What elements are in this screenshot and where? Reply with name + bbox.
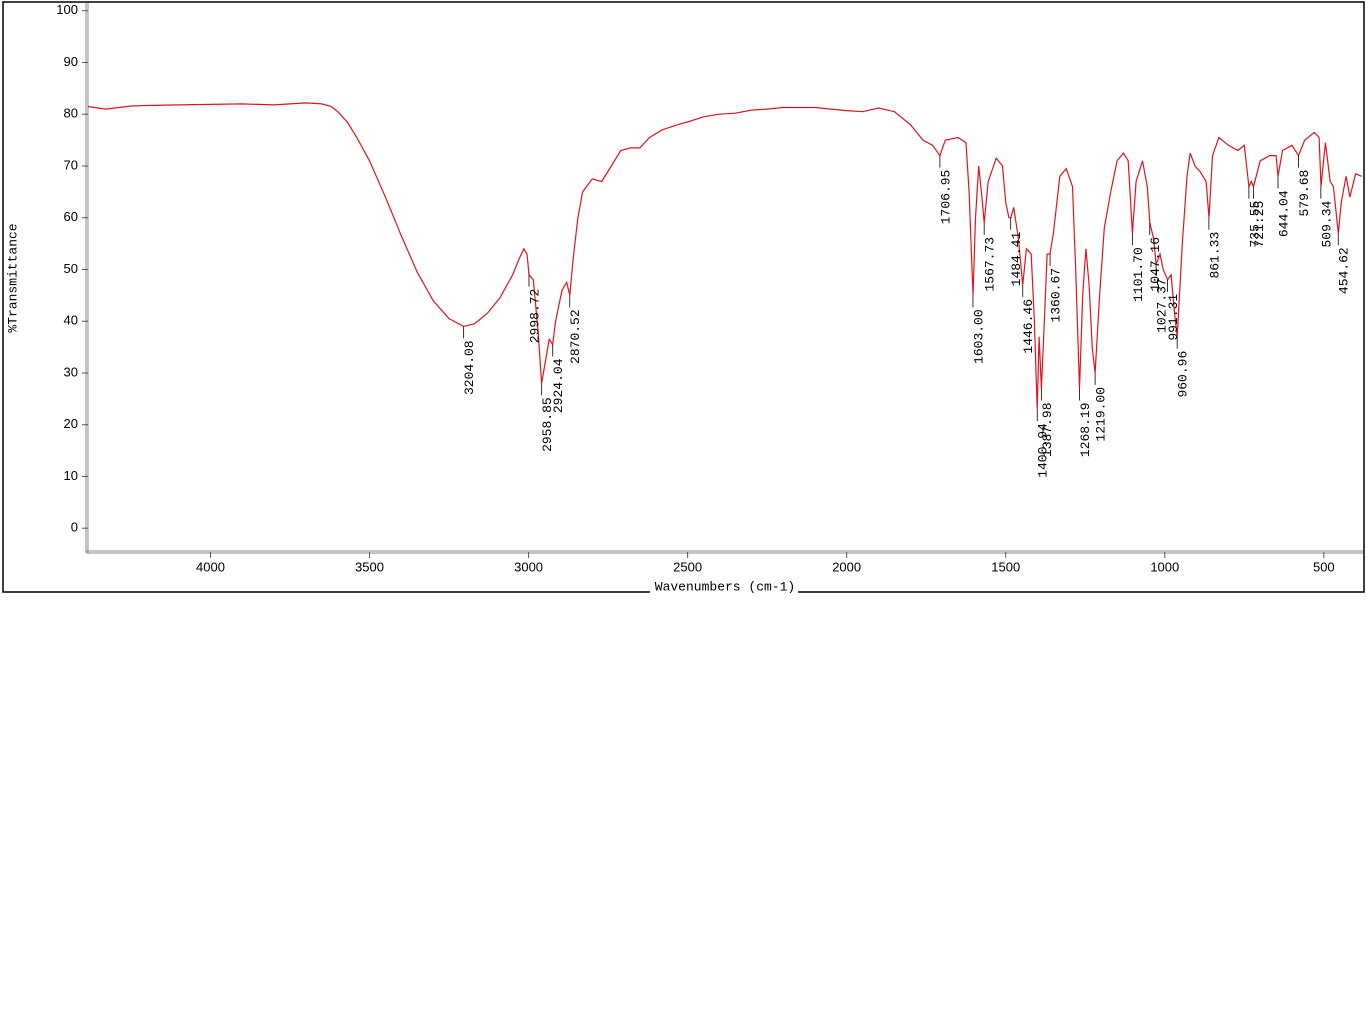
y-tick-label: 70 xyxy=(64,157,78,172)
peak-label: 1219.00 xyxy=(1094,387,1109,442)
x-tick-label: 3000 xyxy=(514,559,543,574)
peak-label: 454.62 xyxy=(1337,247,1352,294)
y-axis-label: %Transmittance xyxy=(5,223,20,332)
x-tick-label: 1500 xyxy=(991,559,1020,574)
peak-label: 3204.08 xyxy=(462,340,477,395)
y-tick-label: 0 xyxy=(71,520,78,535)
peak-label: 509.34 xyxy=(1319,200,1334,247)
peak-label: 1387.98 xyxy=(1040,402,1055,457)
x-tick-label: 1000 xyxy=(1150,559,1179,574)
peak-label: 1400.94 xyxy=(1036,423,1051,478)
peak-label: 721.25 xyxy=(1252,201,1267,248)
y-tick-label: 10 xyxy=(64,468,78,483)
peak-label: 2998.72 xyxy=(527,289,542,344)
x-label-bg xyxy=(650,580,798,594)
peak-label: 1603.00 xyxy=(971,309,986,364)
peak-label: 2924.04 xyxy=(551,358,566,413)
peak-label: 2958.85 xyxy=(540,397,555,452)
peak-label: 1484.41 xyxy=(1009,232,1024,287)
y-tick-label: 40 xyxy=(64,313,78,328)
y-tick-label: 90 xyxy=(64,54,78,69)
x-tick-label: 2500 xyxy=(673,559,702,574)
peak-label: 1268.19 xyxy=(1078,402,1093,457)
x-tick-label: 3500 xyxy=(355,559,384,574)
y-tick-label: 50 xyxy=(64,261,78,276)
x-tick-label: 2000 xyxy=(832,559,861,574)
x-tick-label: 4000 xyxy=(196,559,225,574)
peak-label: 1706.95 xyxy=(938,170,953,225)
y-tick-label: 100 xyxy=(56,2,78,17)
spectrum-line xyxy=(87,102,1362,410)
y-tick-label: 80 xyxy=(64,106,78,121)
peak-label: 861.33 xyxy=(1207,232,1222,279)
peak-label: 1360.67 xyxy=(1048,268,1063,323)
x-tick-label: 500 xyxy=(1313,559,1335,574)
peak-label: 579.68 xyxy=(1297,170,1312,217)
y-tick-label: 20 xyxy=(64,416,78,431)
y-tick-label: 30 xyxy=(64,364,78,379)
peak-label: 1567.73 xyxy=(983,237,998,292)
peak-label: 1446.46 xyxy=(1021,299,1036,354)
peak-label: 1047.16 xyxy=(1148,237,1163,292)
x-axis-label: Wavenumbers (cm-1) xyxy=(655,579,795,594)
peak-label: 644.04 xyxy=(1276,190,1291,237)
y-tick-label: 60 xyxy=(64,209,78,224)
peak-label: 991.31 xyxy=(1166,294,1181,341)
peak-label: 1027.37 xyxy=(1155,278,1170,333)
peak-label: 960.96 xyxy=(1176,351,1191,398)
peak-label: 2870.52 xyxy=(568,309,583,364)
peak-label: 1101.70 xyxy=(1131,247,1146,302)
peak-label: 735.55 xyxy=(1247,201,1262,248)
